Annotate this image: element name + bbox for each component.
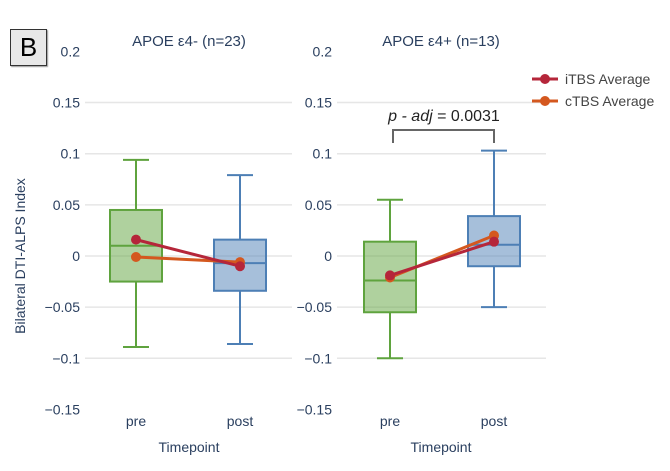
x-axis-label: Timepoint — [411, 439, 472, 455]
legend-label: cTBS Average — [565, 93, 654, 109]
y-tick-label: −0.15 — [297, 401, 333, 417]
series-point — [489, 236, 499, 247]
series-point — [385, 270, 395, 281]
y-tick-label: 0 — [72, 248, 80, 264]
p-adj-value: = 0.0031 — [433, 108, 500, 125]
panel-title: APOE ε4+ (n=13) — [382, 33, 500, 50]
p-value-annotation: p - adj = 0.0031 — [387, 108, 500, 125]
y-tick-label: 0.15 — [53, 95, 80, 111]
panel-label: B — [10, 29, 47, 66]
y-tick-label: 0 — [324, 248, 332, 264]
y-tick-label: 0.2 — [313, 43, 333, 59]
y-tick-label: 0.1 — [313, 146, 333, 162]
series-itbs-average — [385, 236, 499, 281]
significance-bracket — [392, 129, 495, 143]
panel-0: 0.2 0.15 0.1 0.05 0 −0.05 −0.1 −0.15 APOE ε4- (n… — [12, 33, 292, 455]
legend-swatch-marker — [540, 96, 550, 106]
legend-swatch-marker — [540, 74, 550, 84]
y-tick-label: −0.1 — [52, 350, 80, 366]
x-tick-label: pre — [380, 413, 400, 429]
x-tick-label: post — [227, 413, 254, 429]
y-tick-label: −0.05 — [297, 299, 333, 315]
legend: iTBS Average cTBS Average — [532, 71, 654, 109]
x-tick-label: post — [481, 413, 508, 429]
series-line — [135, 238, 241, 268]
series-itbs-average — [131, 234, 245, 272]
y-tick-label: 0.1 — [61, 146, 81, 162]
series-line — [389, 240, 495, 277]
series-point — [235, 261, 245, 272]
series-point — [131, 234, 141, 245]
y-axis-label: Bilateral DTI-ALPS Index — [12, 178, 28, 334]
legend-label: iTBS Average — [565, 71, 651, 87]
y-tick-label: 0.15 — [305, 95, 332, 111]
p-adj-label: p - adj — [387, 108, 433, 125]
x-axis-label: Timepoint — [159, 439, 220, 455]
panel-1: 0.2 0.15 0.1 0.05 0 −0.05 −0.1 −0.15 APOE ε4+ (n… — [297, 33, 546, 455]
y-tick-label: −0.15 — [45, 401, 81, 417]
box-pre — [109, 158, 163, 349]
y-tick-label: 0.2 — [61, 43, 81, 59]
y-tick-label: −0.1 — [304, 350, 332, 366]
y-tick-label: 0.05 — [53, 197, 80, 213]
x-tick-label: pre — [126, 413, 146, 429]
panel-title: APOE ε4- (n=23) — [132, 33, 246, 50]
y-tick-label: 0.05 — [305, 197, 332, 213]
box-post — [467, 149, 521, 309]
series-point — [131, 252, 141, 263]
y-tick-label: −0.05 — [45, 299, 81, 315]
